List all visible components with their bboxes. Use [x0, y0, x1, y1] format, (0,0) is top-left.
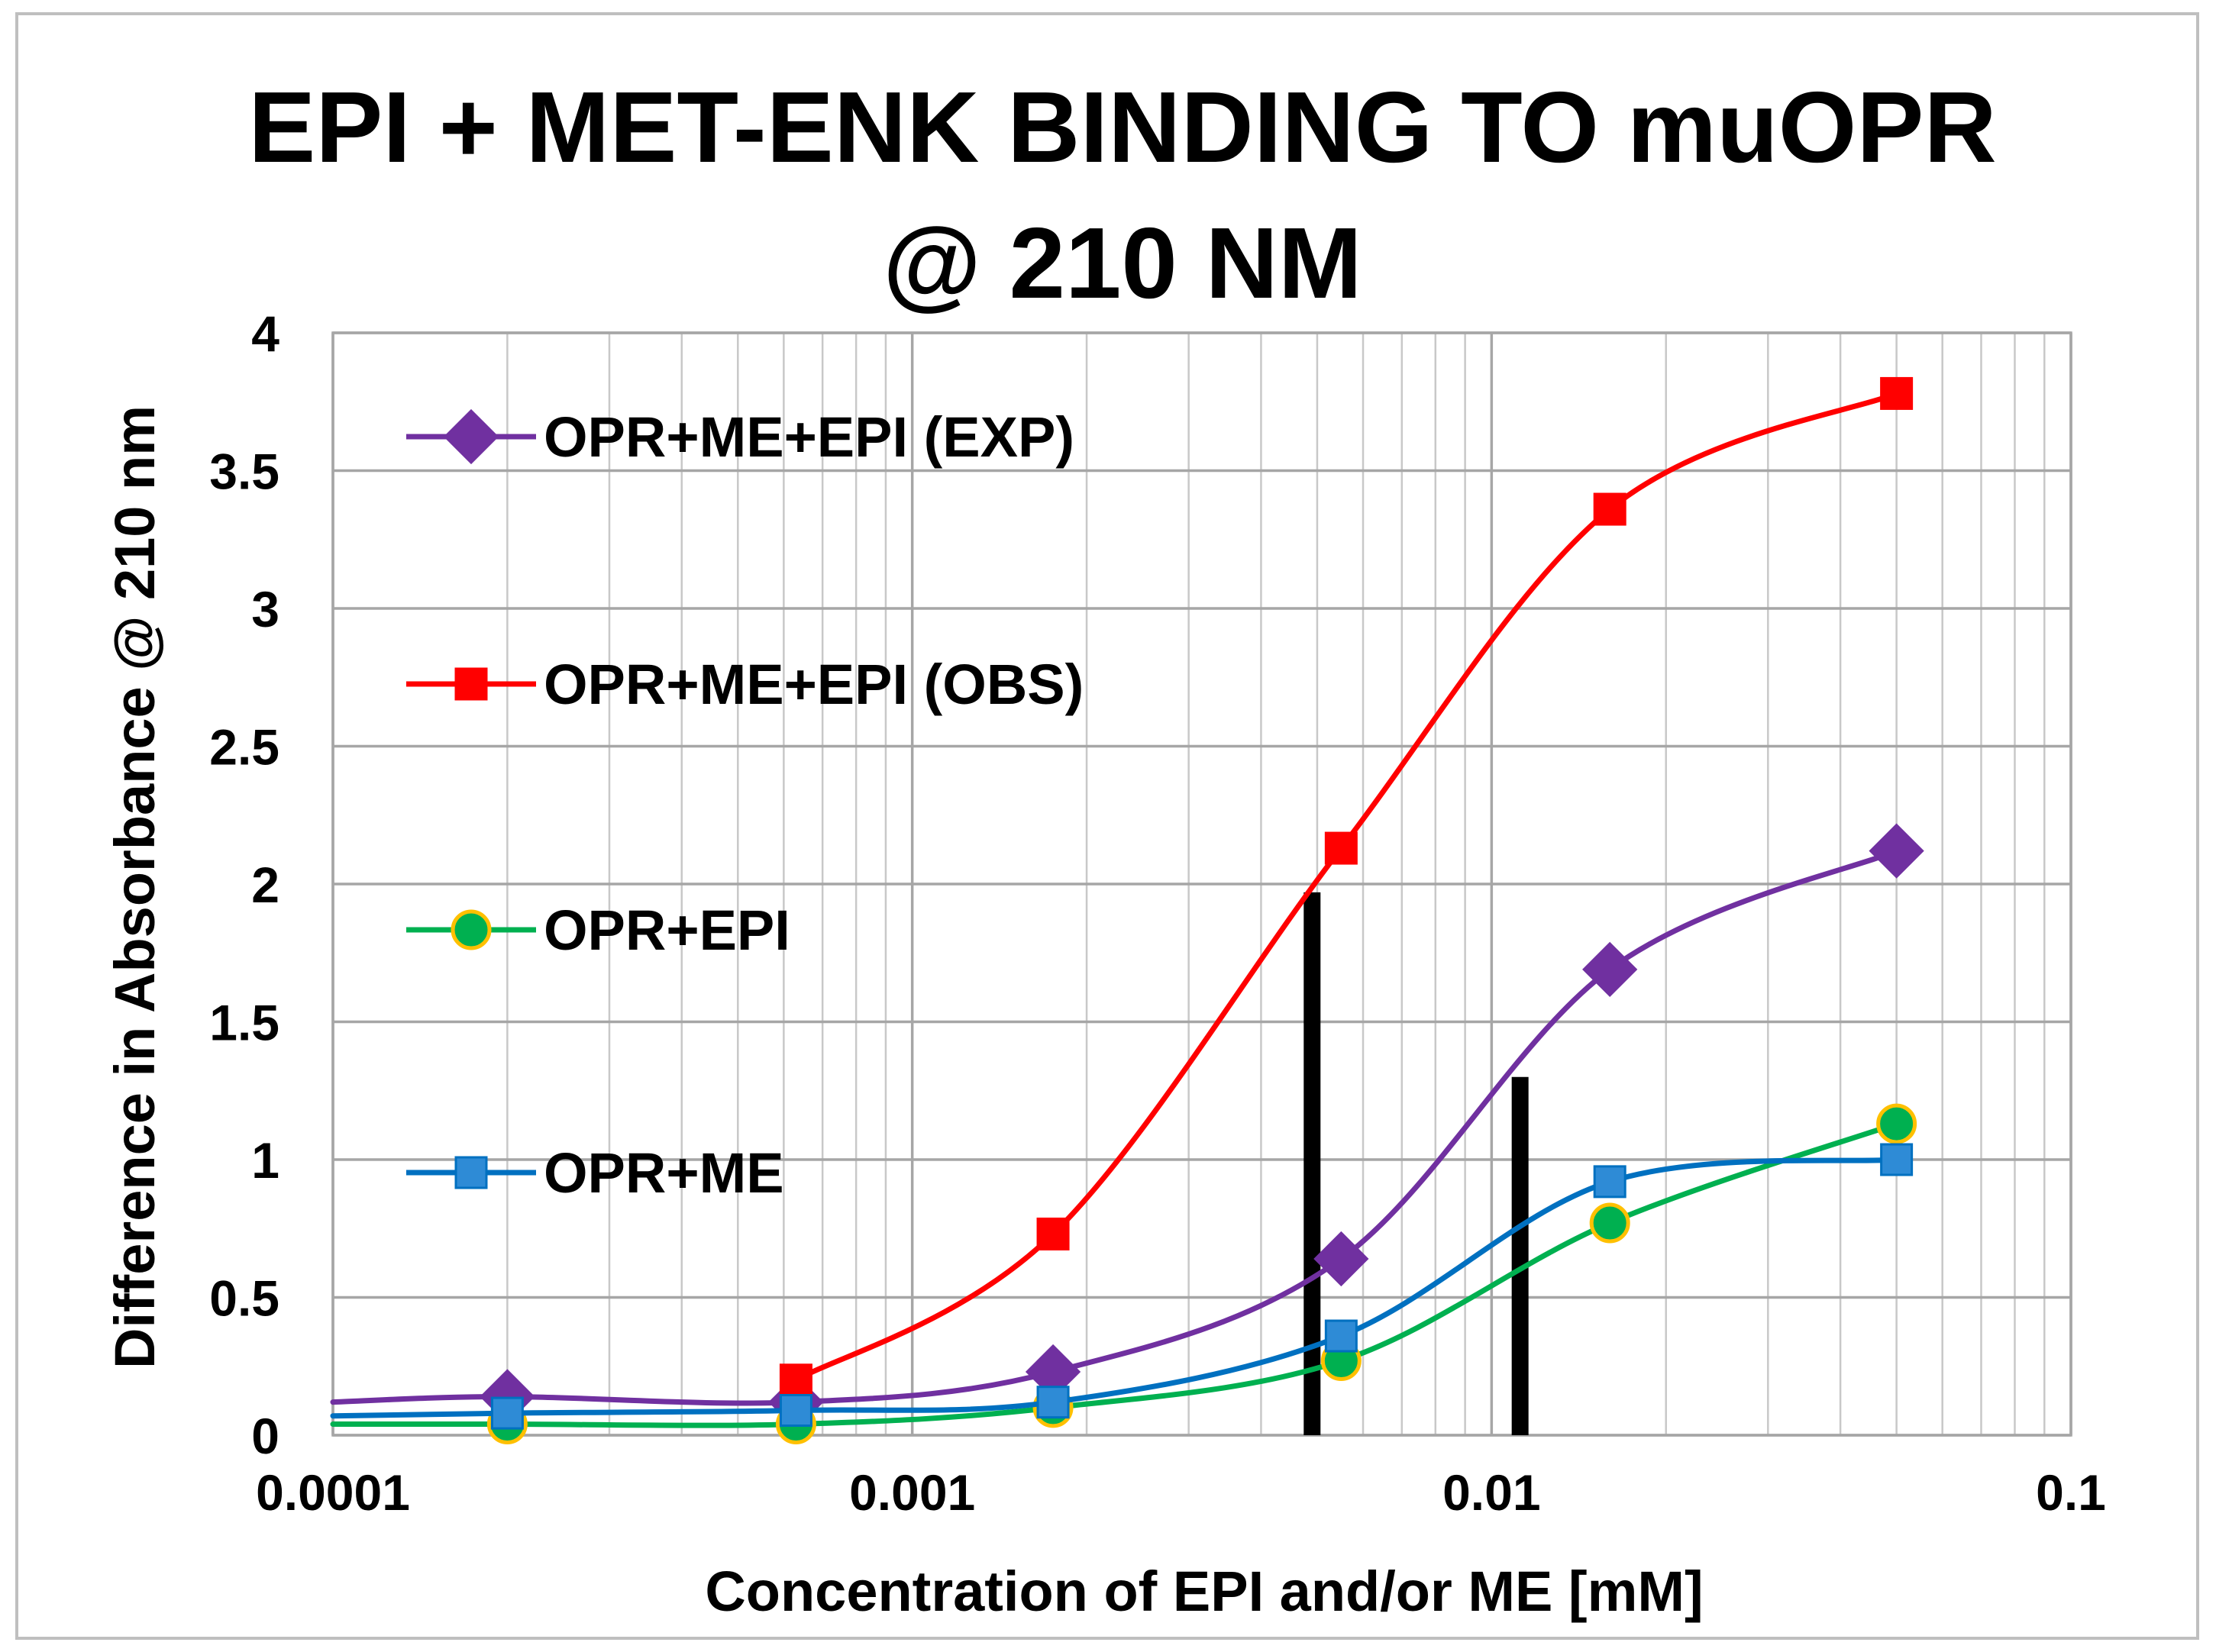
x-tick-label: 0.0001: [256, 1464, 410, 1521]
data-point: [1324, 831, 1358, 865]
data-point: [1324, 1319, 1358, 1353]
data-point: [1589, 1202, 1630, 1244]
data-point: [779, 1363, 812, 1397]
x-tick-label: 0.001: [849, 1464, 975, 1521]
chart-frame: [15, 12, 2199, 1640]
legend-marker: [443, 408, 499, 465]
y-tick-label: 3: [251, 581, 279, 637]
y-tick-label: 2.5: [209, 719, 279, 776]
y-tick-label: 4: [251, 305, 279, 362]
legend-label: OPR+ME+EPI (EXP): [544, 405, 1074, 469]
data-point: [779, 1394, 812, 1428]
x-tick-label: 0.1: [2036, 1464, 2106, 1521]
x-tick-label: 0.01: [1442, 1464, 1540, 1521]
data-point: [1869, 823, 1924, 879]
data-point: [1880, 1143, 1914, 1176]
data-point: [1036, 1217, 1070, 1250]
series-layer: [330, 376, 1924, 1445]
series-opr-me-epi-obs-: [779, 376, 1914, 1397]
chart-title-line-2: @ 210 NM: [883, 207, 1362, 319]
legend-label: OPR+EPI: [544, 899, 790, 962]
data-point: [1880, 376, 1914, 410]
legend-entry: OPR+ME: [406, 1141, 784, 1205]
chart-title-line-1: EPI + MET-ENK BINDING TO muOPR: [248, 71, 1997, 183]
grid-layer: 0.0001 0.001 0.01 0.1 0 0.5 1 1.5 2 2.5 3 3.5 4: [209, 305, 2106, 1521]
legend-marker: [451, 909, 492, 950]
legend-label: OPR+ME+EPI (OBS): [544, 653, 1084, 716]
data-point: [1313, 1231, 1369, 1287]
legend: OPR+ME+EPI (EXP) OPR+ME+EPI (OBS) OPR+EPI O…: [406, 405, 1084, 1205]
data-point: [1876, 1103, 1917, 1144]
x-axis-label: Concentration of EPI and/or ME [mM]: [705, 1560, 1703, 1623]
y-tick-label: 1: [251, 1132, 279, 1189]
data-point: [1593, 1165, 1626, 1199]
y-tick-label: 0: [251, 1408, 279, 1464]
y-tick-label: 0.5: [209, 1270, 279, 1327]
series-opr-me: [330, 1143, 1914, 1430]
text-layer: EPI + MET-ENK BINDING TO muOPR @ 210 NM …: [103, 71, 1997, 1623]
legend-marker: [454, 667, 488, 701]
data-point: [1036, 1386, 1070, 1419]
plot-area-border: [331, 331, 2072, 1437]
data-point: [490, 1396, 524, 1430]
legend-label: OPR+ME: [544, 1141, 784, 1205]
series-line: [793, 390, 1900, 1383]
legend-entry: OPR+ME+EPI (OBS): [406, 653, 1084, 716]
y-tick-label: 1.5: [209, 995, 279, 1051]
y-axis-label: Difference in Absorbance @ 210 nm: [103, 405, 166, 1369]
legend-marker: [454, 1156, 488, 1189]
legend-entry: OPR+EPI: [406, 899, 790, 962]
y-tick-label: 2: [251, 857, 279, 913]
legend-entry: OPR+ME+EPI (EXP): [406, 405, 1074, 469]
y-tick-label: 3.5: [209, 444, 279, 500]
data-point: [1582, 941, 1638, 998]
data-point: [1593, 492, 1626, 526]
